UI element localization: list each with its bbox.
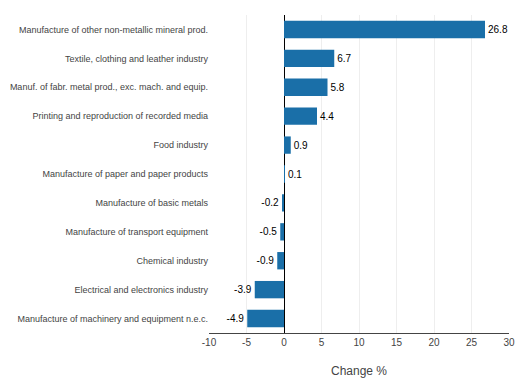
svg-text:0.9: 0.9 xyxy=(294,140,308,151)
svg-text:5: 5 xyxy=(319,337,325,348)
svg-text:0.1: 0.1 xyxy=(288,169,302,180)
svg-text:-0.5: -0.5 xyxy=(260,226,278,237)
svg-text:Manufacture of paper and paper: Manufacture of paper and paper products xyxy=(42,169,208,179)
svg-text:4.4: 4.4 xyxy=(320,111,334,122)
svg-text:Manufacture of basic metals: Manufacture of basic metals xyxy=(95,198,208,208)
svg-text:0: 0 xyxy=(281,337,287,348)
svg-text:Electrical and electronics ind: Electrical and electronics industry xyxy=(74,285,208,295)
svg-text:Manufacture of other non-metal: Manufacture of other non-metallic minera… xyxy=(19,25,208,35)
svg-text:-5: -5 xyxy=(242,337,251,348)
svg-text:5.8: 5.8 xyxy=(331,82,345,93)
svg-text:Manufacture of machinery and e: Manufacture of machinery and equipment n… xyxy=(17,314,208,324)
svg-text:30: 30 xyxy=(503,337,515,348)
svg-text:Textile, clothing and leather: Textile, clothing and leather industry xyxy=(65,54,209,64)
svg-text:15: 15 xyxy=(391,337,403,348)
svg-text:6.7: 6.7 xyxy=(337,53,351,64)
svg-text:-3.9: -3.9 xyxy=(234,284,252,295)
svg-text:-10: -10 xyxy=(202,337,217,348)
svg-text:25: 25 xyxy=(466,337,478,348)
svg-text:Printing and reproduction of r: Printing and reproduction of recorded me… xyxy=(32,111,208,121)
svg-text:Chemical industry: Chemical industry xyxy=(136,256,208,266)
svg-text:Food industry: Food industry xyxy=(153,140,208,150)
svg-text:10: 10 xyxy=(353,337,365,348)
svg-text:-0.2: -0.2 xyxy=(261,197,279,208)
svg-text:26.8: 26.8 xyxy=(488,24,508,35)
svg-text:-0.9: -0.9 xyxy=(257,255,275,266)
svg-text:20: 20 xyxy=(428,337,440,348)
svg-text:-4.9: -4.9 xyxy=(227,313,245,324)
svg-text:Manuf. of fabr. metal prod., e: Manuf. of fabr. metal prod., exc. mach. … xyxy=(10,82,208,92)
svg-text:Change %: Change % xyxy=(331,364,387,378)
svg-text:Manufacture of transport equip: Manufacture of transport equipment xyxy=(65,227,208,237)
